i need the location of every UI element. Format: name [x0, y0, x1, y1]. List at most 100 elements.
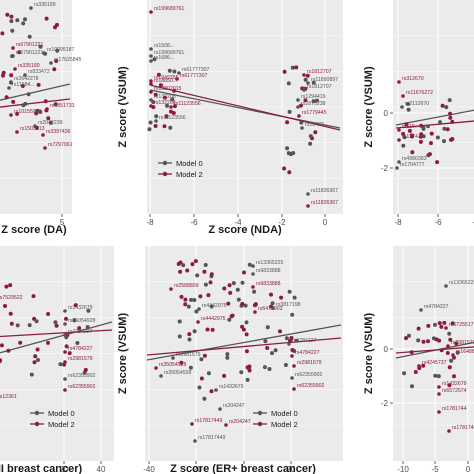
snp-label: rs1704777: [400, 162, 425, 168]
snp-label: rs335189: [34, 2, 56, 8]
snp-point: [49, 61, 53, 65]
legend-key-dot: [257, 410, 263, 416]
snp-point: [63, 322, 67, 326]
data-point: [290, 65, 295, 70]
data-point: [202, 396, 207, 401]
snp-label: rs2642278: [14, 76, 39, 82]
data-point: [55, 48, 60, 53]
data-point: [445, 351, 450, 355]
data-point: [244, 349, 249, 354]
snp-point: [437, 385, 441, 389]
snp-point: [193, 439, 197, 443]
snp-point: [437, 392, 441, 396]
data-point: [438, 120, 442, 125]
data-point: [265, 346, 270, 350]
data-point: [183, 302, 188, 307]
snp-point: [13, 67, 17, 71]
data-point: [315, 98, 319, 103]
data-point: [401, 131, 406, 136]
data-point: [10, 28, 15, 33]
data-point: [187, 337, 192, 342]
data-point: [153, 92, 158, 97]
data-point: [55, 22, 59, 27]
snp-point: [159, 374, 163, 378]
data-point: [20, 84, 25, 88]
regression-line-model0: [395, 109, 474, 126]
snp-label: rs3397436: [46, 129, 71, 135]
data-point: [52, 67, 57, 72]
snp-point: [395, 166, 399, 170]
snp-label: rs6851733: [50, 103, 75, 109]
data-point: [162, 124, 167, 129]
data-point: [278, 329, 282, 334]
data-point: [437, 321, 442, 326]
data-point: [287, 289, 292, 294]
legend-label: Model 2: [48, 420, 75, 429]
x-tick-label: 5: [60, 218, 65, 227]
data-point: [46, 312, 51, 316]
data-point: [402, 371, 407, 376]
snp-label: rs4784227: [68, 346, 93, 352]
data-point: [449, 358, 454, 363]
data-point: [407, 333, 411, 338]
x-tick-label: -2: [278, 218, 286, 227]
snp-label: rs132208: [154, 94, 176, 100]
snp-label: rs4442975: [202, 303, 227, 309]
data-point: [282, 166, 287, 171]
snp-label: rs2042239: [38, 120, 63, 126]
data-point: [54, 323, 59, 328]
data-point: [148, 120, 153, 125]
data-point: [27, 323, 32, 328]
legend-key-dot: [162, 160, 168, 166]
data-point: [247, 368, 252, 373]
data-point: [431, 336, 436, 341]
snp-point: [175, 77, 179, 81]
x-tick-label: -20: [190, 465, 202, 474]
y-axis-title: Z score (VSUM): [363, 313, 375, 395]
data-point: [199, 357, 204, 362]
data-point: [46, 116, 51, 121]
data-point: [452, 374, 456, 379]
snp-point: [45, 107, 49, 111]
data-point: [406, 107, 411, 112]
data-point: [447, 383, 452, 388]
data-point: [48, 120, 53, 125]
data-point: [308, 141, 313, 146]
snp-label: rs3817198: [276, 302, 301, 308]
data-point: [294, 65, 299, 70]
data-point: [168, 125, 173, 130]
snp-point: [149, 82, 153, 86]
data-point: [27, 34, 32, 39]
data-point: [240, 324, 245, 329]
snp-point: [446, 344, 450, 348]
snp-label: rs2981579: [297, 360, 322, 366]
snp-point: [41, 133, 45, 137]
data-point: [245, 377, 250, 382]
data-point: [185, 268, 190, 273]
data-point: [202, 353, 207, 358]
data-point: [11, 99, 16, 104]
data-point: [190, 262, 195, 267]
data-point: [187, 332, 192, 337]
snp-point: [15, 130, 19, 134]
snp-point: [214, 388, 218, 392]
x-tick-label: -40: [143, 465, 155, 474]
snp-label: rs12361: [0, 394, 17, 400]
data-point: [203, 282, 208, 287]
x-tick-label: 20: [60, 465, 69, 474]
data-point: [1, 73, 5, 78]
snp-point: [149, 54, 153, 58]
legend-key-dot: [257, 421, 263, 427]
data-point: [227, 283, 232, 288]
snp-label: rs1812707: [307, 84, 332, 90]
data-point: [421, 363, 426, 368]
snp-point: [251, 285, 255, 289]
data-point: [192, 298, 197, 302]
data-point: [171, 111, 176, 115]
data-point: [86, 308, 91, 313]
snp-point: [224, 423, 228, 427]
snp-point: [149, 47, 153, 51]
data-point: [284, 336, 289, 341]
data-point: [183, 297, 188, 302]
snp-label: rs2981579: [451, 340, 474, 346]
